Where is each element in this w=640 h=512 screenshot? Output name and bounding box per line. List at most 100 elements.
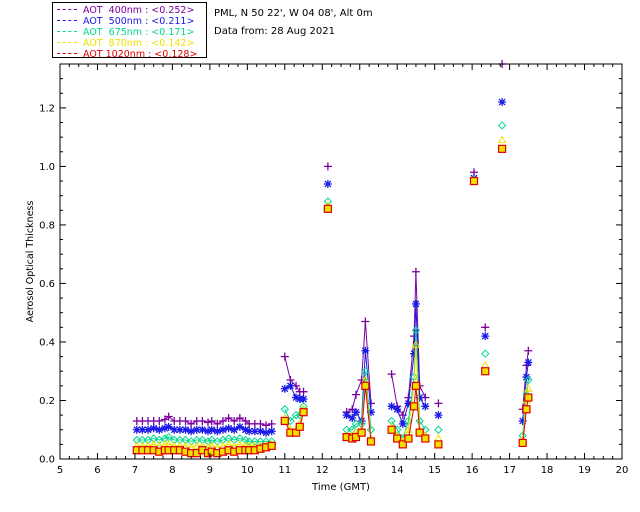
- data-point: [198, 416, 207, 425]
- legend-item-675nm: AOT 675nm : <0.171>: [57, 27, 194, 38]
- data-point: [481, 323, 490, 332]
- data-point: [256, 427, 265, 436]
- data-point: [518, 416, 527, 425]
- data-point: [409, 402, 419, 411]
- data-point: [256, 419, 265, 428]
- data-point: [299, 408, 308, 417]
- x-tick-label: 16: [466, 465, 479, 476]
- series-layer: [132, 60, 533, 458]
- data-point: [262, 428, 271, 437]
- data-point: [224, 434, 233, 443]
- x-tick-label: 9: [207, 465, 213, 476]
- x-tick-label: 10: [241, 465, 254, 476]
- data-point: [160, 424, 169, 433]
- series-675nm: [132, 121, 533, 446]
- y-tick-label: 0.6: [39, 279, 55, 290]
- x-tick-label: 13: [353, 465, 366, 476]
- data-point: [291, 410, 301, 420]
- legend-item-500nm: AOT 500nm : <0.211>: [57, 16, 194, 27]
- data-point: [295, 422, 304, 431]
- data-point: [393, 405, 402, 414]
- data-point: [235, 434, 245, 443]
- data-point: [498, 144, 507, 153]
- plot-frame: [59, 63, 623, 460]
- data-point: [357, 428, 366, 437]
- data-point: [286, 381, 295, 390]
- y-tick-label: 0.2: [39, 396, 55, 407]
- x-tick-label: 18: [541, 465, 554, 476]
- data-point: [497, 121, 507, 130]
- data-point: [175, 435, 185, 445]
- data-point: [164, 422, 173, 431]
- data-point: [366, 408, 375, 417]
- data-point: [224, 424, 233, 433]
- data-point: [323, 162, 332, 171]
- data-point: [404, 434, 413, 443]
- y-tick-label: 1.0: [39, 162, 55, 173]
- data-point: [245, 427, 254, 436]
- data-point: [524, 375, 533, 385]
- data-point: [469, 176, 479, 186]
- data-point: [361, 317, 370, 326]
- data-point: [366, 437, 376, 446]
- series-400nm: [132, 60, 533, 430]
- data-point: [138, 435, 147, 445]
- data-point: [522, 373, 531, 382]
- data-point: [411, 299, 420, 308]
- data-point: [481, 367, 490, 376]
- x-tick-label: 15: [428, 465, 441, 476]
- data-point: [267, 441, 276, 450]
- data-point: [387, 416, 396, 426]
- data-point: [404, 399, 413, 408]
- series-1020nm: [132, 144, 533, 458]
- data-point: [218, 416, 227, 425]
- x-tick-label: 19: [578, 465, 591, 476]
- data-point: [481, 332, 490, 341]
- legend-swatch: [57, 53, 77, 54]
- legend-label: AOT 500nm : <0.211>: [83, 16, 195, 27]
- data-point: [421, 402, 430, 411]
- data-point: [323, 204, 332, 213]
- data-point: [250, 437, 260, 446]
- y-tick-label: 0.0: [39, 455, 55, 466]
- data-point: [187, 427, 196, 436]
- legend-swatch: [57, 42, 77, 43]
- data-point: [192, 425, 201, 434]
- data-point: [175, 425, 184, 434]
- data-point: [280, 352, 289, 361]
- data-point: [361, 346, 370, 355]
- data-point: [230, 425, 239, 434]
- data-point: [218, 425, 227, 434]
- data-point: [498, 98, 507, 107]
- data-point: [144, 425, 153, 434]
- data-point: [351, 432, 361, 442]
- data-point: [522, 405, 531, 414]
- data-point: [170, 435, 179, 445]
- series-500nm: [132, 98, 533, 437]
- data-point: [387, 370, 396, 379]
- data-point: [207, 435, 216, 445]
- data-point: [181, 435, 190, 445]
- data-point: [198, 435, 207, 445]
- data-point: [198, 425, 207, 434]
- data-point: [434, 440, 443, 449]
- data-point: [411, 326, 421, 335]
- data-point: [164, 412, 173, 421]
- data-point: [149, 439, 159, 448]
- data-point: [481, 349, 490, 358]
- data-point: [192, 441, 202, 449]
- data-point: [207, 425, 216, 434]
- data-point: [480, 360, 490, 369]
- legend: AOT 400nm : <0.252> AOT 500nm : <0.211> …: [52, 2, 207, 60]
- data-point: [524, 346, 533, 355]
- data-point: [387, 402, 396, 411]
- y-tick-label: 0.8: [39, 220, 55, 231]
- x-tick-label: 17: [503, 465, 516, 476]
- legend-swatch: [57, 20, 77, 21]
- data-point: [267, 419, 276, 428]
- data-point: [434, 425, 443, 434]
- data-point: [524, 393, 533, 402]
- data-point: [342, 411, 351, 420]
- data-point: [138, 425, 147, 434]
- data-point: [398, 440, 407, 449]
